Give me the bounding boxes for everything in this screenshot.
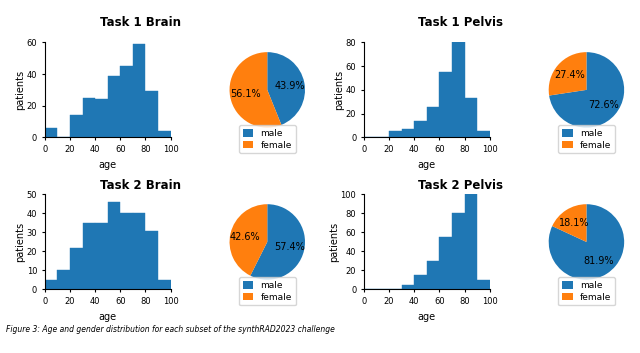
Wedge shape bbox=[549, 52, 624, 128]
Bar bbox=[158, 131, 171, 137]
Text: 57.4%: 57.4% bbox=[274, 242, 305, 252]
Bar bbox=[414, 121, 427, 137]
X-axis label: age: age bbox=[99, 160, 116, 169]
Bar bbox=[95, 100, 108, 137]
Bar bbox=[465, 195, 477, 289]
Bar bbox=[158, 280, 171, 289]
Bar bbox=[440, 72, 452, 137]
Legend: male, female: male, female bbox=[239, 277, 296, 305]
Wedge shape bbox=[548, 204, 624, 280]
X-axis label: age: age bbox=[99, 312, 116, 322]
Bar bbox=[108, 76, 120, 137]
Bar bbox=[45, 128, 58, 137]
Bar bbox=[465, 98, 477, 137]
Text: 81.9%: 81.9% bbox=[584, 256, 614, 266]
Bar bbox=[477, 280, 490, 289]
Legend: male, female: male, female bbox=[558, 277, 615, 305]
Wedge shape bbox=[548, 52, 586, 96]
Text: Task 2 Brain: Task 2 Brain bbox=[100, 179, 181, 192]
Wedge shape bbox=[552, 204, 586, 242]
Text: Task 1 Brain: Task 1 Brain bbox=[100, 17, 181, 29]
Text: 27.4%: 27.4% bbox=[554, 70, 584, 80]
Bar bbox=[133, 214, 145, 289]
Y-axis label: patients: patients bbox=[15, 70, 25, 110]
X-axis label: age: age bbox=[418, 312, 436, 322]
Bar bbox=[389, 131, 402, 137]
Legend: male, female: male, female bbox=[558, 125, 615, 153]
Y-axis label: patients: patients bbox=[334, 70, 344, 110]
Bar bbox=[45, 280, 58, 289]
Bar bbox=[70, 115, 83, 137]
Y-axis label: patients: patients bbox=[329, 222, 339, 262]
Text: Task 1 Pelvis: Task 1 Pelvis bbox=[419, 17, 503, 29]
Bar bbox=[58, 270, 70, 289]
Bar bbox=[452, 214, 465, 289]
Bar bbox=[133, 44, 145, 137]
Bar bbox=[402, 129, 414, 137]
Bar bbox=[414, 275, 427, 289]
Bar bbox=[145, 91, 158, 137]
Bar bbox=[83, 98, 95, 137]
Text: 43.9%: 43.9% bbox=[275, 80, 305, 91]
Bar bbox=[70, 248, 83, 289]
Legend: male, female: male, female bbox=[239, 125, 296, 153]
Text: 42.6%: 42.6% bbox=[230, 232, 260, 242]
Y-axis label: patients: patients bbox=[15, 222, 25, 262]
Text: Figure 3: Age and gender distribution for each subset of the synthRAD2023 challe: Figure 3: Age and gender distribution fo… bbox=[6, 325, 335, 334]
Text: 72.6%: 72.6% bbox=[588, 100, 619, 110]
Bar bbox=[477, 131, 490, 137]
Bar bbox=[427, 261, 440, 289]
Bar bbox=[427, 107, 440, 137]
Bar bbox=[120, 214, 133, 289]
Wedge shape bbox=[268, 52, 305, 125]
Text: 18.1%: 18.1% bbox=[559, 218, 589, 228]
Bar bbox=[440, 237, 452, 289]
Bar bbox=[120, 66, 133, 137]
Wedge shape bbox=[230, 52, 282, 128]
Bar bbox=[402, 285, 414, 289]
Bar bbox=[452, 42, 465, 137]
X-axis label: age: age bbox=[418, 160, 436, 169]
Bar bbox=[145, 231, 158, 289]
Bar bbox=[95, 223, 108, 289]
Wedge shape bbox=[250, 204, 305, 280]
Text: 56.1%: 56.1% bbox=[230, 89, 260, 99]
Bar bbox=[83, 223, 95, 289]
Wedge shape bbox=[230, 204, 268, 276]
Text: Task 2 Pelvis: Task 2 Pelvis bbox=[419, 179, 503, 192]
Bar bbox=[108, 202, 120, 289]
